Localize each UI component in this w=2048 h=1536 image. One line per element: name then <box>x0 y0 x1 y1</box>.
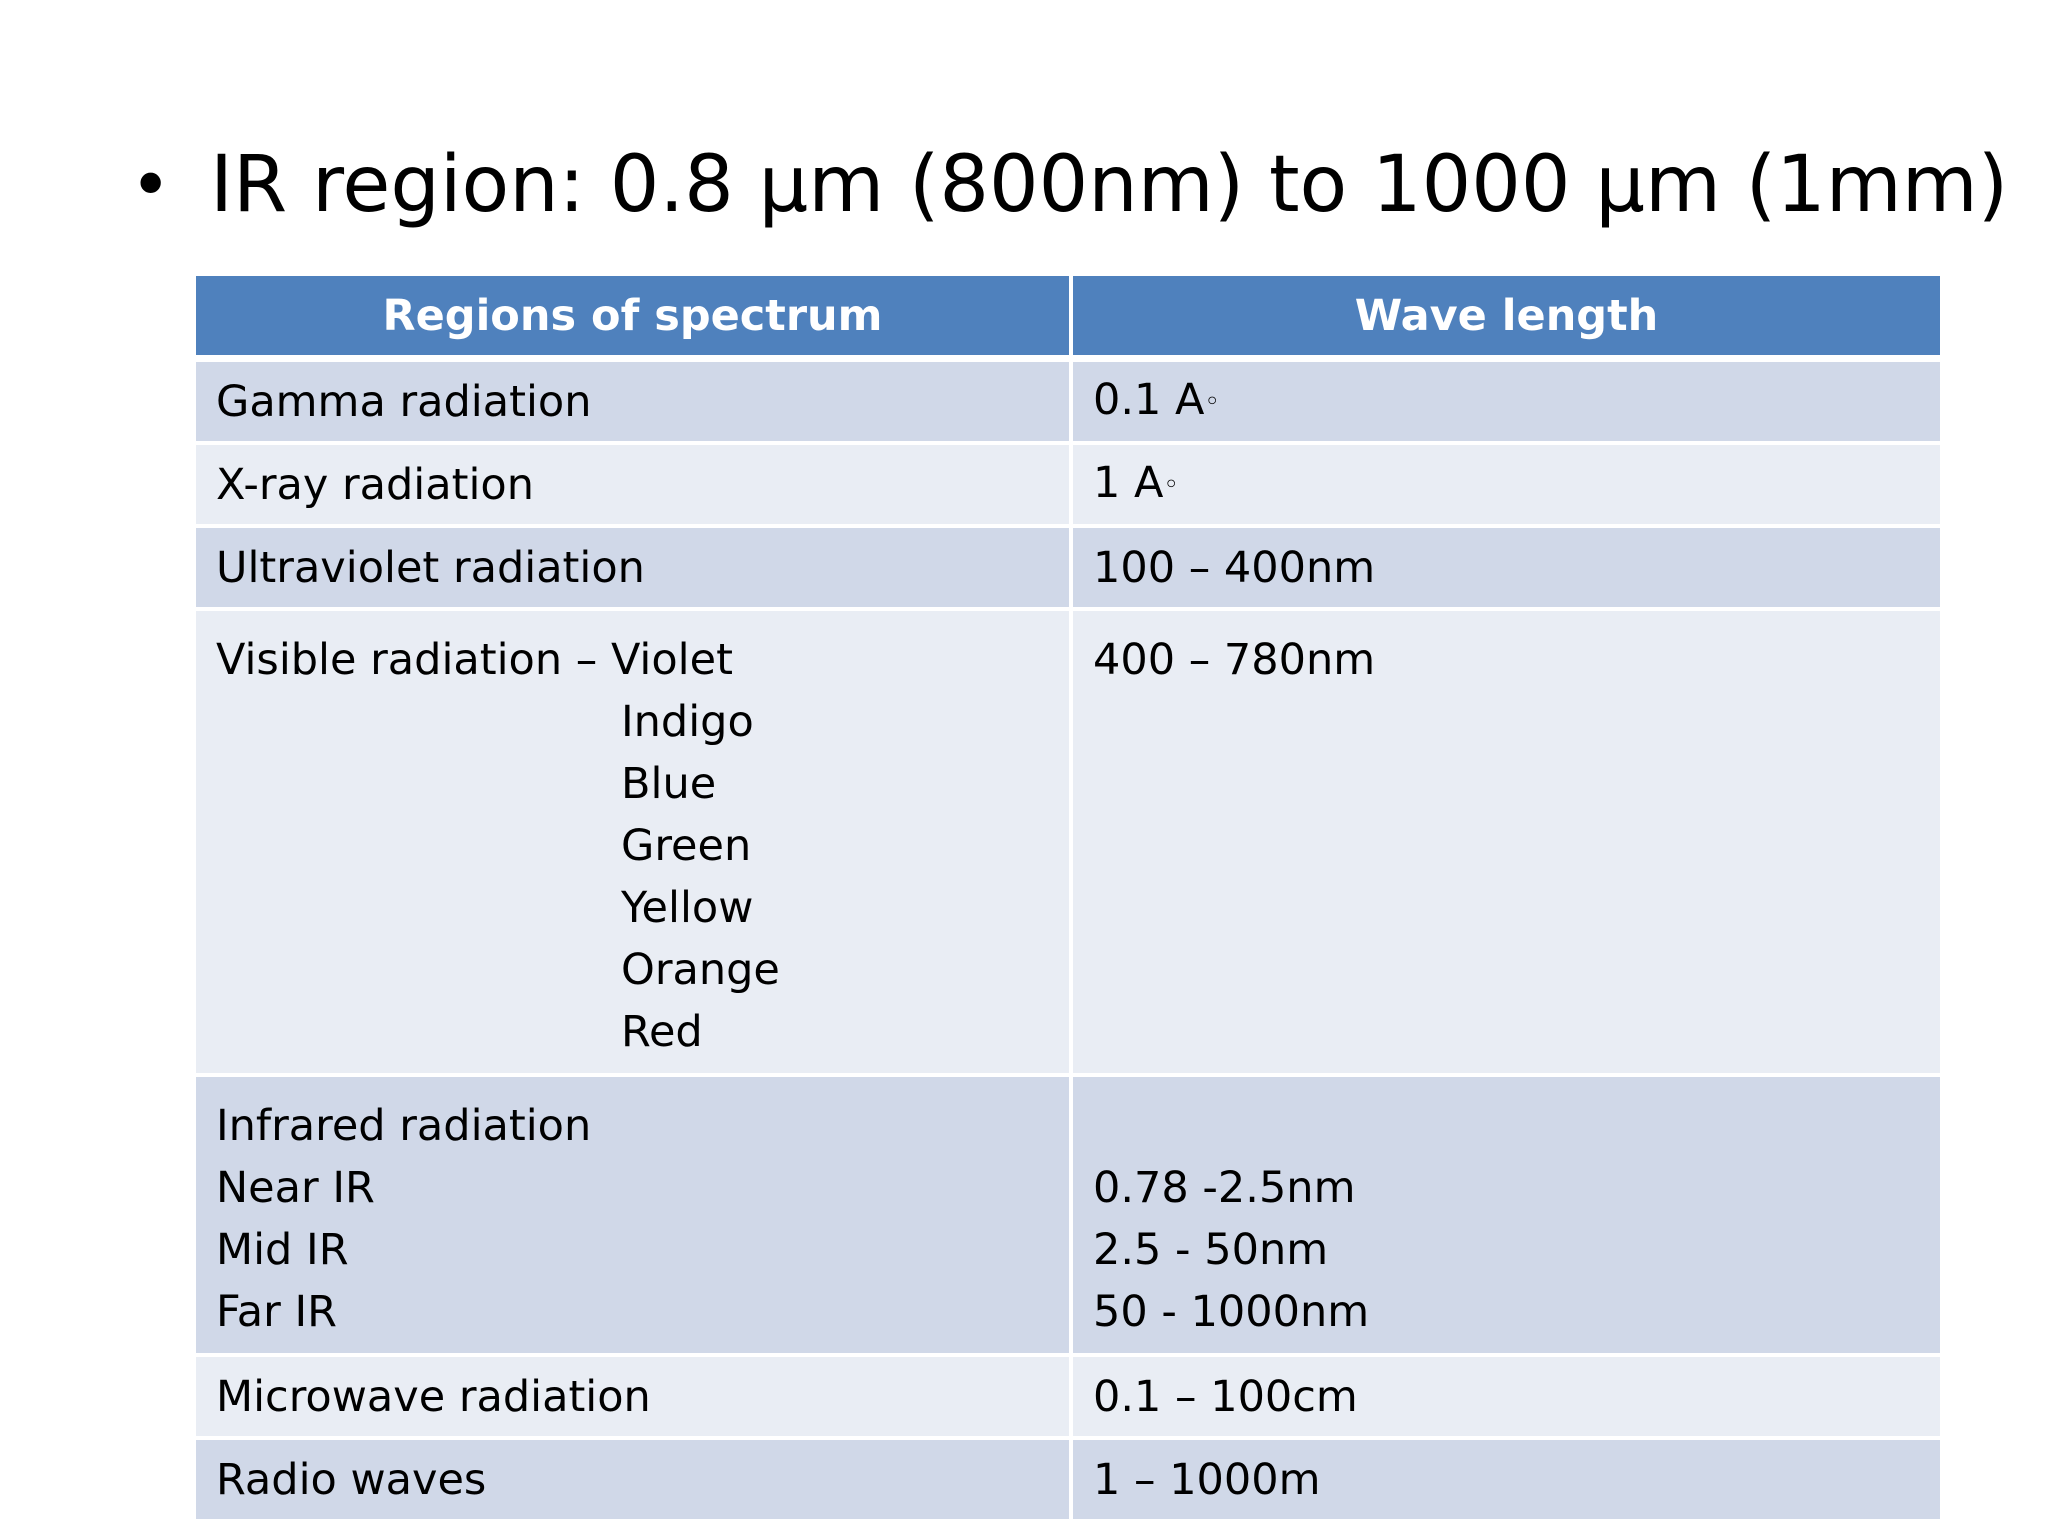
bullet-icon: • <box>130 144 172 226</box>
header-wavelength: Wave length <box>1071 276 1940 362</box>
wavelength-cell: 1 A◦ <box>1071 443 1940 528</box>
region-cell: Radio waves <box>196 1438 1073 1523</box>
table-row: Microwave radiation 0.1 – 100cm <box>196 1355 1940 1440</box>
wavelength-value: 1 A <box>1093 458 1164 509</box>
ir-wavelength-value: 0.78 -2.5nm <box>1093 1163 1356 1213</box>
table-row-infrared: Infrared radiation Near IR Mid IR Far IR… <box>196 1075 1940 1357</box>
wavelength-cell: 100 – 400nm <box>1071 526 1940 611</box>
spectrum-table-container: Regions of spectrum Wave length Gamma ra… <box>196 276 1940 1523</box>
color-label: Green <box>621 821 752 871</box>
table-row: Ultraviolet radiation 100 – 400nm <box>196 526 1940 611</box>
color-label: Orange <box>621 945 780 995</box>
region-cell: Gamma radiation <box>196 358 1073 445</box>
heading-text: IR region: 0.8 μm (800nm) to 1000 μm (1m… <box>210 140 2009 230</box>
region-cell: Microwave radiation <box>196 1355 1073 1440</box>
ir-subregion-label: Near IR <box>216 1163 375 1213</box>
color-label: Yellow <box>621 883 754 933</box>
region-cell: Ultraviolet radiation <box>196 526 1073 611</box>
spectrum-table: Regions of spectrum Wave length Gamma ra… <box>196 276 1940 1523</box>
angstrom-degree-mark: ◦ <box>1204 387 1220 418</box>
region-cell: X-ray radiation <box>196 443 1073 528</box>
table-row: Gamma radiation 0.1 A◦ <box>196 358 1940 445</box>
wavelength-value: 0.1 A <box>1093 375 1205 426</box>
spacer <box>1093 1095 1920 1157</box>
ir-subregion-label: Mid IR <box>216 1225 349 1275</box>
region-main-label: Infrared radiation <box>216 1101 592 1151</box>
wavelength-cell: 1 – 1000m <box>1071 1438 1940 1523</box>
table-row: X-ray radiation 1 A◦ <box>196 443 1940 528</box>
color-label: Red <box>621 1007 703 1057</box>
region-main-label: Visible radiation – Violet <box>216 635 733 685</box>
color-label: Indigo <box>621 697 754 747</box>
wavelength-cell: 0.1 – 100cm <box>1071 1355 1940 1440</box>
ir-subregion-label: Far IR <box>216 1287 338 1337</box>
table-row: Radio waves 1 – 1000m <box>196 1438 1940 1523</box>
ir-wavelength-value: 2.5 - 50nm <box>1093 1225 1329 1275</box>
ir-wavelength-value: 50 - 1000nm <box>1093 1287 1370 1337</box>
heading-line: • IR region: 0.8 μm (800nm) to 1000 μm (… <box>130 130 2008 240</box>
table-header-row: Regions of spectrum Wave length <box>196 276 1940 362</box>
wavelength-cell-infrared: 0.78 -2.5nm 2.5 - 50nm 50 - 1000nm <box>1071 1075 1940 1357</box>
region-cell-infrared: Infrared radiation Near IR Mid IR Far IR <box>196 1075 1073 1357</box>
region-cell-visible: Visible radiation – Violet Indigo Blue G… <box>196 609 1073 1077</box>
color-label: Blue <box>621 759 717 809</box>
angstrom-degree-mark: ◦ <box>1163 470 1179 501</box>
table-row-visible: Visible radiation – Violet Indigo Blue G… <box>196 609 1940 1077</box>
header-regions: Regions of spectrum <box>196 276 1073 362</box>
wavelength-cell: 0.1 A◦ <box>1071 358 1940 445</box>
wavelength-cell-visible: 400 – 780nm <box>1071 609 1940 1077</box>
